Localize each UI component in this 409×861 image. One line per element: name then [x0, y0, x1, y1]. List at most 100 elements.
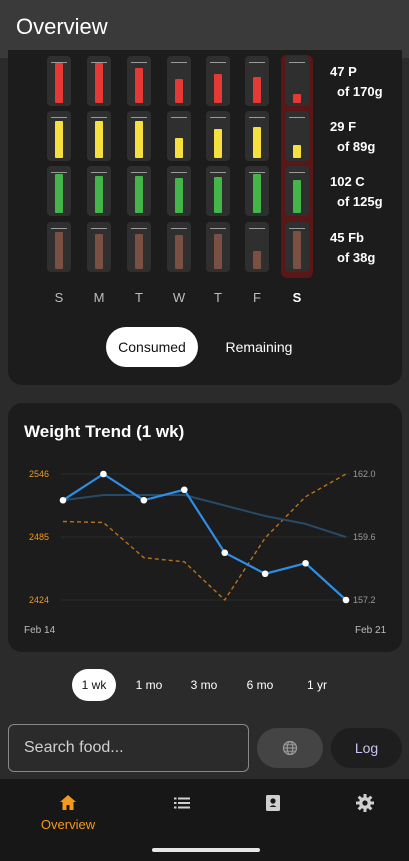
macros-card	[8, 50, 402, 385]
macro-slot-fat	[245, 111, 269, 161]
nav-log-list[interactable]	[142, 793, 222, 813]
home-indicator	[152, 848, 260, 852]
series-line-trend	[62, 494, 347, 538]
goal-tick	[249, 62, 265, 63]
macro-label-protein: 47 P of 170g	[330, 62, 402, 102]
x-axis-label-start: Feb 14	[24, 625, 56, 636]
macro-slot-fat	[47, 111, 71, 161]
macro-slot-protein	[87, 56, 111, 106]
macro-bar-protein	[95, 63, 103, 103]
goal-tick	[131, 228, 147, 229]
macro-slot-fiber	[47, 222, 71, 272]
weight-data-point	[261, 570, 269, 578]
goal-tick	[210, 228, 226, 229]
range-button-3mo[interactable]: 3 mo	[190, 678, 218, 692]
macro-bar-protein	[253, 77, 261, 103]
globe-icon	[282, 740, 298, 756]
macro-bar-fat	[175, 138, 183, 158]
goal-tick	[249, 228, 265, 229]
macro-label-goal: of 170g	[337, 84, 383, 99]
goal-tick	[171, 62, 187, 63]
macro-slot-fiber	[245, 222, 269, 272]
range-button-6mo[interactable]: 6 mo	[246, 678, 274, 692]
macro-label-amount: 45 Fb	[330, 230, 364, 245]
macro-slot-carbs	[285, 166, 309, 216]
macro-label-amount: 47 P	[330, 64, 357, 79]
macro-slot-fat	[87, 111, 111, 161]
macro-bar-protein	[175, 79, 183, 103]
search-field[interactable]	[8, 724, 249, 772]
macro-slot-fat	[167, 111, 191, 161]
goal-tick	[289, 117, 305, 118]
series-line-dashed	[62, 473, 347, 601]
right-axis-tick-label: 157.2	[353, 595, 376, 605]
macro-bar-fat	[55, 121, 63, 158]
weight-data-point	[59, 496, 67, 504]
goal-tick	[249, 117, 265, 118]
globe-button[interactable]	[257, 728, 323, 768]
range-button-1mo[interactable]: 1 mo	[135, 678, 163, 692]
goal-tick	[51, 228, 67, 229]
macro-bar-protein	[55, 63, 63, 103]
goal-tick	[171, 117, 187, 118]
weight-data-point	[180, 486, 188, 494]
macro-slot-protein	[167, 56, 191, 106]
goal-tick	[210, 117, 226, 118]
consumed-toggle[interactable]: Consumed	[106, 327, 198, 367]
left-axis-tick-label: 2424	[29, 595, 49, 605]
goal-tick	[91, 172, 107, 173]
list-icon	[174, 797, 190, 809]
macro-slot-protein	[206, 56, 230, 106]
macro-slot-fat	[285, 111, 309, 161]
macro-slot-fiber	[206, 222, 230, 272]
weight-trend-chart: 2546 2485 2424 162.0 159.6 157.2 Feb 14 Feb 21	[24, 469, 387, 636]
macro-label-amount: 102 C	[330, 174, 365, 189]
series-line-points	[62, 472, 347, 601]
macro-bar-fat	[253, 127, 261, 158]
macro-label-fiber: 45 Fb of 38g	[330, 228, 402, 268]
macro-bar-protein	[214, 74, 222, 103]
macro-bar-carbs	[253, 174, 261, 213]
goal-tick	[210, 172, 226, 173]
book-icon	[266, 795, 280, 811]
search-input[interactable]	[9, 725, 248, 771]
goal-tick	[91, 228, 107, 229]
macro-bar-fiber	[95, 234, 103, 269]
macro-bar-fiber	[214, 234, 222, 269]
range-button-1wk[interactable]: 1 wk	[72, 669, 116, 701]
range-button-1yr[interactable]: 1 yr	[306, 678, 327, 692]
goal-tick	[51, 117, 67, 118]
nav-overview[interactable]: Overview	[28, 793, 108, 832]
macro-bar-fiber	[293, 231, 301, 269]
macro-bar-carbs	[55, 174, 63, 213]
left-axis-tick-label: 2485	[29, 532, 49, 542]
nav-settings[interactable]	[325, 793, 405, 813]
remaining-toggle[interactable]: Remaining	[225, 339, 293, 355]
goal-tick	[289, 62, 305, 63]
macro-bar-carbs	[95, 176, 103, 213]
macro-label-fat: 29 F of 89g	[330, 117, 402, 157]
weight-trend-title: Weight Trend (1 wk)	[24, 422, 185, 441]
macro-bar-carbs	[293, 180, 301, 213]
goal-tick	[210, 62, 226, 63]
macro-slot-fiber	[87, 222, 111, 272]
macro-slot-carbs	[87, 166, 111, 216]
nav-overview-label: Overview	[40, 817, 96, 832]
nav-foods[interactable]	[233, 793, 313, 813]
macro-bar-fiber	[253, 251, 261, 269]
macro-bar-fiber	[135, 234, 143, 269]
macro-slot-fat	[127, 111, 151, 161]
goal-tick	[289, 228, 305, 229]
macro-label-goal: of 125g	[337, 194, 383, 209]
macro-slot-fiber	[285, 222, 309, 272]
macro-bar-fiber	[175, 235, 183, 269]
left-axis-tick-label: 2546	[29, 469, 49, 479]
goal-tick	[91, 117, 107, 118]
day-label: T	[214, 290, 222, 305]
macro-slot-carbs	[127, 166, 151, 216]
log-button[interactable]: Log	[331, 728, 402, 768]
macro-slot-protein	[285, 56, 309, 106]
macro-bar-carbs	[175, 178, 183, 213]
weight-data-point	[302, 559, 309, 567]
goal-tick	[51, 62, 67, 63]
